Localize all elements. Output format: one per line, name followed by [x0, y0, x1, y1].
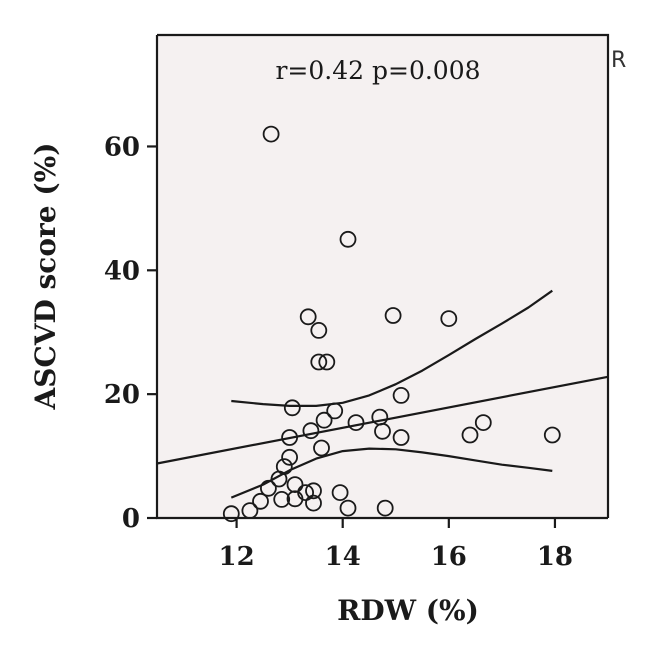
data-point	[310, 353, 328, 371]
correlation-annotation: r=0.42 p=0.008	[275, 56, 480, 85]
y-tick-label: 0	[122, 504, 140, 534]
data-point	[376, 499, 394, 517]
data-point	[305, 482, 322, 500]
fit-line	[156, 375, 609, 465]
y-tick-label: 20	[104, 380, 140, 410]
data-point	[543, 426, 561, 444]
data-point	[283, 399, 301, 417]
data-point	[326, 402, 344, 420]
data-point	[273, 490, 291, 508]
data-point	[310, 321, 328, 339]
data-point	[347, 414, 365, 432]
data-point	[270, 470, 288, 488]
data-point	[315, 411, 333, 429]
y-tick-label: 40	[104, 256, 140, 286]
data-point	[392, 386, 410, 404]
data-point	[461, 426, 479, 444]
ci-lower-curve	[230, 447, 553, 499]
data-point	[474, 414, 492, 432]
data-point	[262, 125, 280, 143]
data-point	[339, 499, 357, 517]
data-point	[252, 492, 269, 510]
x-tick-label: 18	[537, 542, 573, 572]
data-point	[440, 310, 458, 328]
x-axis-ticks: 12 14 16 18	[218, 518, 573, 572]
data-point	[281, 448, 299, 466]
y-axis-ticks: 0 20 40 60	[104, 132, 157, 534]
x-tick-label: 12	[218, 542, 254, 572]
corner-mark: R	[611, 48, 626, 73]
x-tick-label: 14	[325, 542, 361, 572]
regression-line	[156, 375, 609, 465]
data-point	[299, 308, 317, 326]
y-tick-label: 60	[104, 132, 140, 162]
data-point	[318, 353, 336, 371]
data-point	[281, 429, 299, 446]
data-point	[374, 422, 391, 440]
data-point	[259, 479, 277, 497]
confidence-band	[230, 289, 553, 499]
y-axis-title: ASCVD score (%)	[29, 143, 62, 411]
data-points	[222, 125, 561, 523]
x-axis-title: RDW (%)	[337, 594, 479, 627]
data-point	[392, 429, 410, 446]
data-point	[305, 494, 322, 512]
data-point	[286, 490, 304, 508]
plot-area	[157, 35, 608, 518]
x-tick-label: 16	[431, 542, 467, 572]
data-point	[339, 230, 357, 248]
data-point	[302, 422, 320, 440]
data-point	[331, 484, 349, 502]
ci-upper-curve	[231, 289, 553, 407]
data-point	[384, 307, 402, 324]
data-point	[313, 439, 330, 457]
data-point	[222, 505, 240, 523]
